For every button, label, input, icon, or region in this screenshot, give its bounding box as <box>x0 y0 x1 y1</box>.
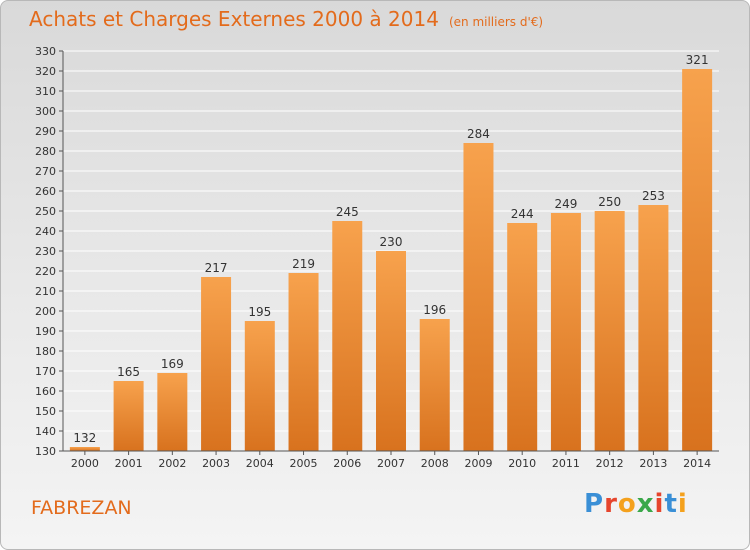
bar-2007 <box>376 251 406 451</box>
bar-value-label: 253 <box>642 189 665 203</box>
y-tick-label: 300 <box>35 105 56 118</box>
bar-2001 <box>113 381 144 451</box>
bar-value-label: 284 <box>467 127 490 141</box>
chart-title: Achats et Charges Externes 2000 à 2014 (e… <box>29 7 543 31</box>
y-tick-label: 170 <box>35 365 56 378</box>
y-tick-label: 220 <box>35 265 56 278</box>
brand-letter: i <box>677 489 688 519</box>
bar-2006 <box>332 221 363 451</box>
bar-value-label: 245 <box>336 205 359 219</box>
brand-letter: x <box>636 489 655 519</box>
x-tick-label: 2007 <box>377 457 405 470</box>
bar-value-label: 196 <box>423 303 446 317</box>
bar-value-label: 169 <box>161 357 184 371</box>
x-tick-label: 2012 <box>596 457 624 470</box>
bar-2013 <box>638 205 669 451</box>
y-tick-label: 130 <box>35 445 56 458</box>
bar-value-label: 230 <box>380 235 403 249</box>
y-tick-label: 250 <box>35 205 56 218</box>
bar-2003 <box>201 277 232 451</box>
bar-2005 <box>288 273 319 451</box>
x-tick-label: 2006 <box>333 457 361 470</box>
y-tick-label: 140 <box>35 425 56 438</box>
y-tick-label: 280 <box>35 145 56 158</box>
bar-2002 <box>157 373 188 451</box>
bar-2014 <box>682 69 713 451</box>
x-tick-label: 2001 <box>115 457 143 470</box>
bar-2011 <box>550 213 581 451</box>
y-tick-label: 190 <box>35 325 56 338</box>
brand-letter: r <box>604 489 618 519</box>
x-tick-label: 2003 <box>202 457 230 470</box>
x-tick-label: 2004 <box>246 457 274 470</box>
bar-value-label: 321 <box>686 53 709 67</box>
bar-2009 <box>463 143 494 451</box>
bars <box>69 69 713 451</box>
y-tick-label: 200 <box>35 305 56 318</box>
brand-letter: P <box>584 489 605 519</box>
y-tick-label: 330 <box>35 45 56 58</box>
bar-value-label: 195 <box>248 305 271 319</box>
bar-value-label: 217 <box>205 261 228 275</box>
x-tick-label: 2013 <box>639 457 667 470</box>
y-tick-label: 160 <box>35 385 56 398</box>
bar-value-label: 244 <box>511 207 534 221</box>
x-tick-label: 2011 <box>552 457 580 470</box>
bar-value-label: 165 <box>117 365 140 379</box>
bar-2012 <box>594 211 625 451</box>
bar-2008 <box>419 319 450 451</box>
y-tick-label: 270 <box>35 165 56 178</box>
bar-value-label: 249 <box>554 197 577 211</box>
y-tick-label: 180 <box>35 345 56 358</box>
x-tick-label: 2005 <box>290 457 318 470</box>
x-tick-label: 2008 <box>421 457 449 470</box>
y-tick-label: 210 <box>35 285 56 298</box>
brand-letter: t <box>664 489 678 519</box>
brand-letter: o <box>617 489 637 519</box>
x-tick-label: 2009 <box>464 457 492 470</box>
bar-value-label: 250 <box>598 195 621 209</box>
axes <box>59 50 719 455</box>
y-tick-label: 260 <box>35 185 56 198</box>
y-tick-label: 320 <box>35 65 56 78</box>
y-tick-label: 310 <box>35 85 56 98</box>
bar-2000 <box>69 447 100 451</box>
bar-value-label: 132 <box>73 431 96 445</box>
commune-name: FABREZAN <box>31 497 132 519</box>
x-tick-label: 2000 <box>71 457 99 470</box>
x-tick-label: 2010 <box>508 457 536 470</box>
y-tick-label: 150 <box>35 405 56 418</box>
y-tick-label: 240 <box>35 225 56 238</box>
x-tick-label: 2014 <box>683 457 711 470</box>
y-tick-label: 290 <box>35 125 56 138</box>
bar-2004 <box>244 321 275 451</box>
brand-logo: Proxiti <box>584 489 688 519</box>
bar-2010 <box>507 223 538 451</box>
bar-value-label: 219 <box>292 257 315 271</box>
chart-title-text: Achats et Charges Externes 2000 à 2014 <box>29 7 439 31</box>
y-tick-label: 230 <box>35 245 56 258</box>
labels: 130 140 150 160 170 180 190 200 210 220 230 240 250 2… <box>35 45 711 470</box>
x-tick-label: 2002 <box>158 457 186 470</box>
brand-letter: i <box>654 489 665 519</box>
chart-subtitle: (en milliers d'€) <box>448 15 544 29</box>
